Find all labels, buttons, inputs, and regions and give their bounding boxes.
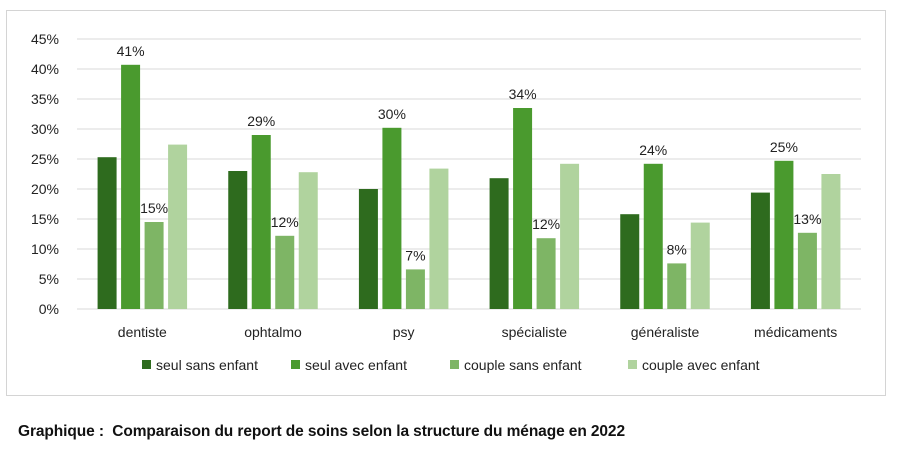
bar-couple-avec-enfant-1 — [298, 172, 318, 309]
legend-swatch — [628, 360, 637, 369]
x-category-label: spécialiste — [502, 324, 568, 340]
y-tick-label: 25% — [31, 151, 59, 167]
chart-frame: 0% 5% 10% 15% 20% 25% 30% 35% 40% 45% 41% 15% 29% 12… — [6, 10, 886, 396]
data-label: 30% — [378, 106, 406, 122]
data-label: 15% — [140, 200, 168, 216]
bar-couple-avec-enfant-2 — [429, 168, 449, 309]
bar-seul-sans-enfant-4 — [620, 214, 640, 309]
data-label: 12% — [532, 216, 560, 232]
bar-couple-avec-enfant-3 — [560, 163, 580, 309]
bar-seul-avec-enfant-1 — [251, 135, 271, 309]
grid-lines — [77, 38, 861, 310]
legend-label: couple sans enfant — [464, 357, 582, 373]
bar-seul-sans-enfant-3 — [489, 178, 509, 309]
y-tick-label: 30% — [31, 121, 59, 137]
bar-couple-avec-enfant-0 — [168, 144, 188, 309]
x-axis-categories: dentiste ophtalmo psy spécialiste généralist… — [118, 324, 837, 340]
x-category-label: dentiste — [118, 324, 167, 340]
chart-caption: Graphique : Comparaison du report de soi… — [18, 423, 625, 440]
data-label: 25% — [770, 139, 798, 155]
bar-seul-sans-enfant-0 — [97, 157, 117, 309]
data-label: 12% — [271, 214, 299, 230]
bar-couple-sans-enfant-4 — [667, 263, 687, 309]
bar-seul-sans-enfant-2 — [358, 189, 378, 309]
legend-label: couple avec enfant — [642, 357, 760, 373]
y-tick-label: 15% — [31, 211, 59, 227]
y-tick-label: 5% — [39, 271, 59, 287]
x-category-label: psy — [393, 324, 415, 340]
y-tick-label: 35% — [31, 91, 59, 107]
bar-couple-avec-enfant-5 — [821, 174, 841, 309]
data-label: 8% — [667, 241, 687, 257]
y-tick-label: 0% — [39, 301, 59, 317]
bar-seul-avec-enfant-5 — [774, 160, 794, 309]
bars — [97, 64, 841, 309]
data-label: 34% — [509, 86, 537, 102]
data-label: 24% — [639, 142, 667, 158]
bar-chart: 0% 5% 10% 15% 20% 25% 30% 35% 40% 45% 41% 15% 29% 12… — [31, 31, 861, 373]
y-tick-label: 20% — [31, 181, 59, 197]
y-axis-ticks: 0% 5% 10% 15% 20% 25% 30% 35% 40% 45% — [31, 31, 59, 317]
bar-seul-sans-enfant-1 — [228, 171, 248, 309]
bar-couple-sans-enfant-1 — [275, 235, 295, 309]
legend-label: seul avec enfant — [305, 357, 407, 373]
bar-seul-avec-enfant-3 — [513, 108, 533, 309]
x-category-label: généraliste — [631, 324, 700, 340]
bar-couple-sans-enfant-3 — [536, 238, 556, 309]
bar-seul-avec-enfant-0 — [121, 64, 141, 309]
bar-couple-sans-enfant-0 — [144, 222, 164, 309]
legend-swatch — [450, 360, 459, 369]
x-category-label: ophtalmo — [244, 324, 302, 340]
bar-seul-avec-enfant-4 — [643, 163, 663, 309]
data-label: 41% — [117, 43, 145, 59]
data-label: 13% — [793, 211, 821, 227]
data-label: 7% — [405, 247, 425, 263]
x-category-label: médicaments — [754, 324, 837, 340]
bar-couple-sans-enfant-5 — [797, 232, 817, 309]
data-labels: 41% 15% 29% 12% 30% 7% 34% 12% 24% 8% 25% 13% — [117, 43, 822, 264]
y-tick-label: 40% — [31, 61, 59, 77]
legend-swatch — [291, 360, 300, 369]
y-tick-label: 45% — [31, 31, 59, 47]
legend: seul sans enfant seul avec enfant couple s… — [142, 357, 760, 373]
legend-label: seul sans enfant — [156, 357, 258, 373]
data-label: 29% — [247, 113, 275, 129]
bar-seul-sans-enfant-5 — [750, 192, 770, 309]
bar-couple-avec-enfant-4 — [690, 222, 710, 309]
bar-seul-avec-enfant-2 — [382, 127, 402, 309]
bar-couple-sans-enfant-2 — [405, 269, 425, 309]
legend-swatch — [142, 360, 151, 369]
y-tick-label: 10% — [31, 241, 59, 257]
